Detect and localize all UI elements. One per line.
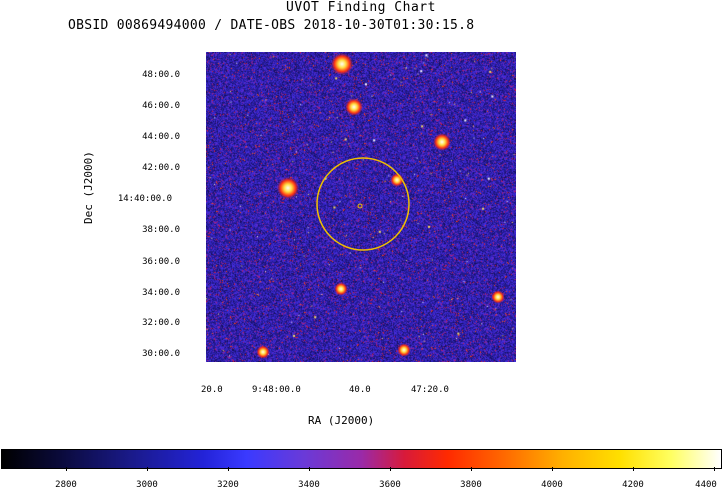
colorbar-tick-mark [633, 467, 634, 471]
colorbar-tick-mark [390, 467, 391, 471]
y-tick-label: 36:00.0 [142, 257, 180, 267]
colorbar-tick-label: 4000 [541, 480, 563, 490]
source-overlay [316, 157, 410, 251]
colorbar-tick-label: 4200 [622, 480, 644, 490]
colorbar-tick-mark [309, 467, 310, 471]
x-tick-label: 9:48:00.0 [252, 385, 301, 395]
y-tick-label: 44:00.0 [142, 132, 180, 142]
y-tick-label: 38:00.0 [142, 225, 180, 235]
x-tick-label: 20.0 [201, 385, 223, 395]
y-tick-label: 48:00.0 [142, 70, 180, 80]
colorbar-tick-label: 3200 [217, 480, 239, 490]
source-region-circle [316, 157, 410, 251]
colorbar-tick-mark [552, 467, 553, 471]
colorbar-tick-mark [228, 467, 229, 471]
chart-subtitle: OBSID 00869494000 / DATE-OBS 2018-10-30T… [68, 18, 475, 33]
sky-image [206, 52, 516, 362]
y-tick-label: 46:00.0 [142, 101, 180, 111]
colorbar-tick-mark [714, 467, 715, 471]
chart-title: UVOT Finding Chart [286, 0, 436, 15]
y-tick-label: 42:00.0 [142, 163, 180, 173]
colorbar-tick-mark [66, 467, 67, 471]
colorbar-tick-label: 2800 [55, 480, 77, 490]
x-tick-label: 47:20.0 [411, 385, 449, 395]
sky-image-canvas [206, 52, 516, 362]
y-axis-label: Dec (J2000) [82, 151, 95, 224]
colorbar-tick-label: 3400 [298, 480, 320, 490]
colorbar-tick-label: 3000 [136, 480, 158, 490]
y-tick-label: 30:00.0 [142, 349, 180, 359]
colorbar-tick-mark [147, 467, 148, 471]
x-axis-label: RA (J2000) [308, 414, 375, 427]
colorbar-tick-label: 3600 [379, 480, 401, 490]
colorbar-tick-label: 3800 [460, 480, 482, 490]
x-tick-label: 40.0 [349, 385, 371, 395]
colorbar-tick-mark [471, 467, 472, 471]
source-position-marker [357, 203, 363, 209]
colorbar [1, 449, 722, 469]
y-tick-label: 14:40:00.0 [117, 194, 172, 204]
colorbar-tick-label: 4400 [695, 480, 717, 490]
y-tick-label: 34:00.0 [142, 288, 180, 298]
y-tick-label: 32:00.0 [142, 318, 180, 328]
